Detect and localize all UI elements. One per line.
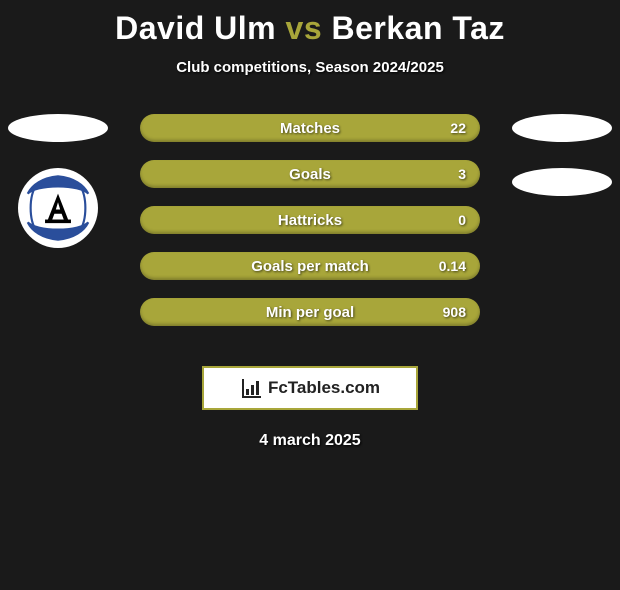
stat-row-hattricks: Hattricks 0 (140, 206, 480, 234)
left-side-column (8, 114, 108, 248)
comparison-title: David Ulm vs Berkan Taz (0, 10, 620, 47)
stat-label: Goals per match (251, 258, 369, 275)
club-crest-left (18, 168, 98, 248)
bar-chart-icon (240, 376, 264, 400)
stat-value-right: 908 (443, 304, 466, 320)
stat-label: Goals (289, 166, 331, 183)
vs-text: vs (286, 10, 323, 46)
left-ellipse-top (8, 114, 108, 142)
brand-box[interactable]: FcTables.com (202, 366, 418, 410)
stat-bars: Matches 22 Goals 3 Hattricks 0 Goals per… (140, 114, 480, 326)
stat-label: Hattricks (278, 212, 342, 229)
right-side-column (512, 114, 612, 196)
stat-value-right: 0 (458, 212, 466, 228)
player2-name: Berkan Taz (332, 10, 505, 46)
stat-label: Min per goal (266, 304, 354, 321)
date-text: 4 march 2025 (0, 432, 620, 450)
stats-stage: Matches 22 Goals 3 Hattricks 0 Goals per… (0, 114, 620, 344)
right-ellipse-2 (512, 168, 612, 196)
stat-value-right: 0.14 (439, 258, 466, 274)
stat-row-goals-per-match: Goals per match 0.14 (140, 252, 480, 280)
stat-label: Matches (280, 120, 340, 137)
subtitle: Club competitions, Season 2024/2025 (0, 59, 620, 76)
player1-name: David Ulm (115, 10, 276, 46)
stat-row-min-per-goal: Min per goal 908 (140, 298, 480, 326)
stat-row-goals: Goals 3 (140, 160, 480, 188)
right-ellipse-1 (512, 114, 612, 142)
stat-value-right: 3 (458, 166, 466, 182)
arminia-crest-icon (22, 172, 94, 244)
brand-text: FcTables.com (268, 378, 380, 398)
stat-value-right: 22 (450, 120, 466, 136)
stat-row-matches: Matches 22 (140, 114, 480, 142)
